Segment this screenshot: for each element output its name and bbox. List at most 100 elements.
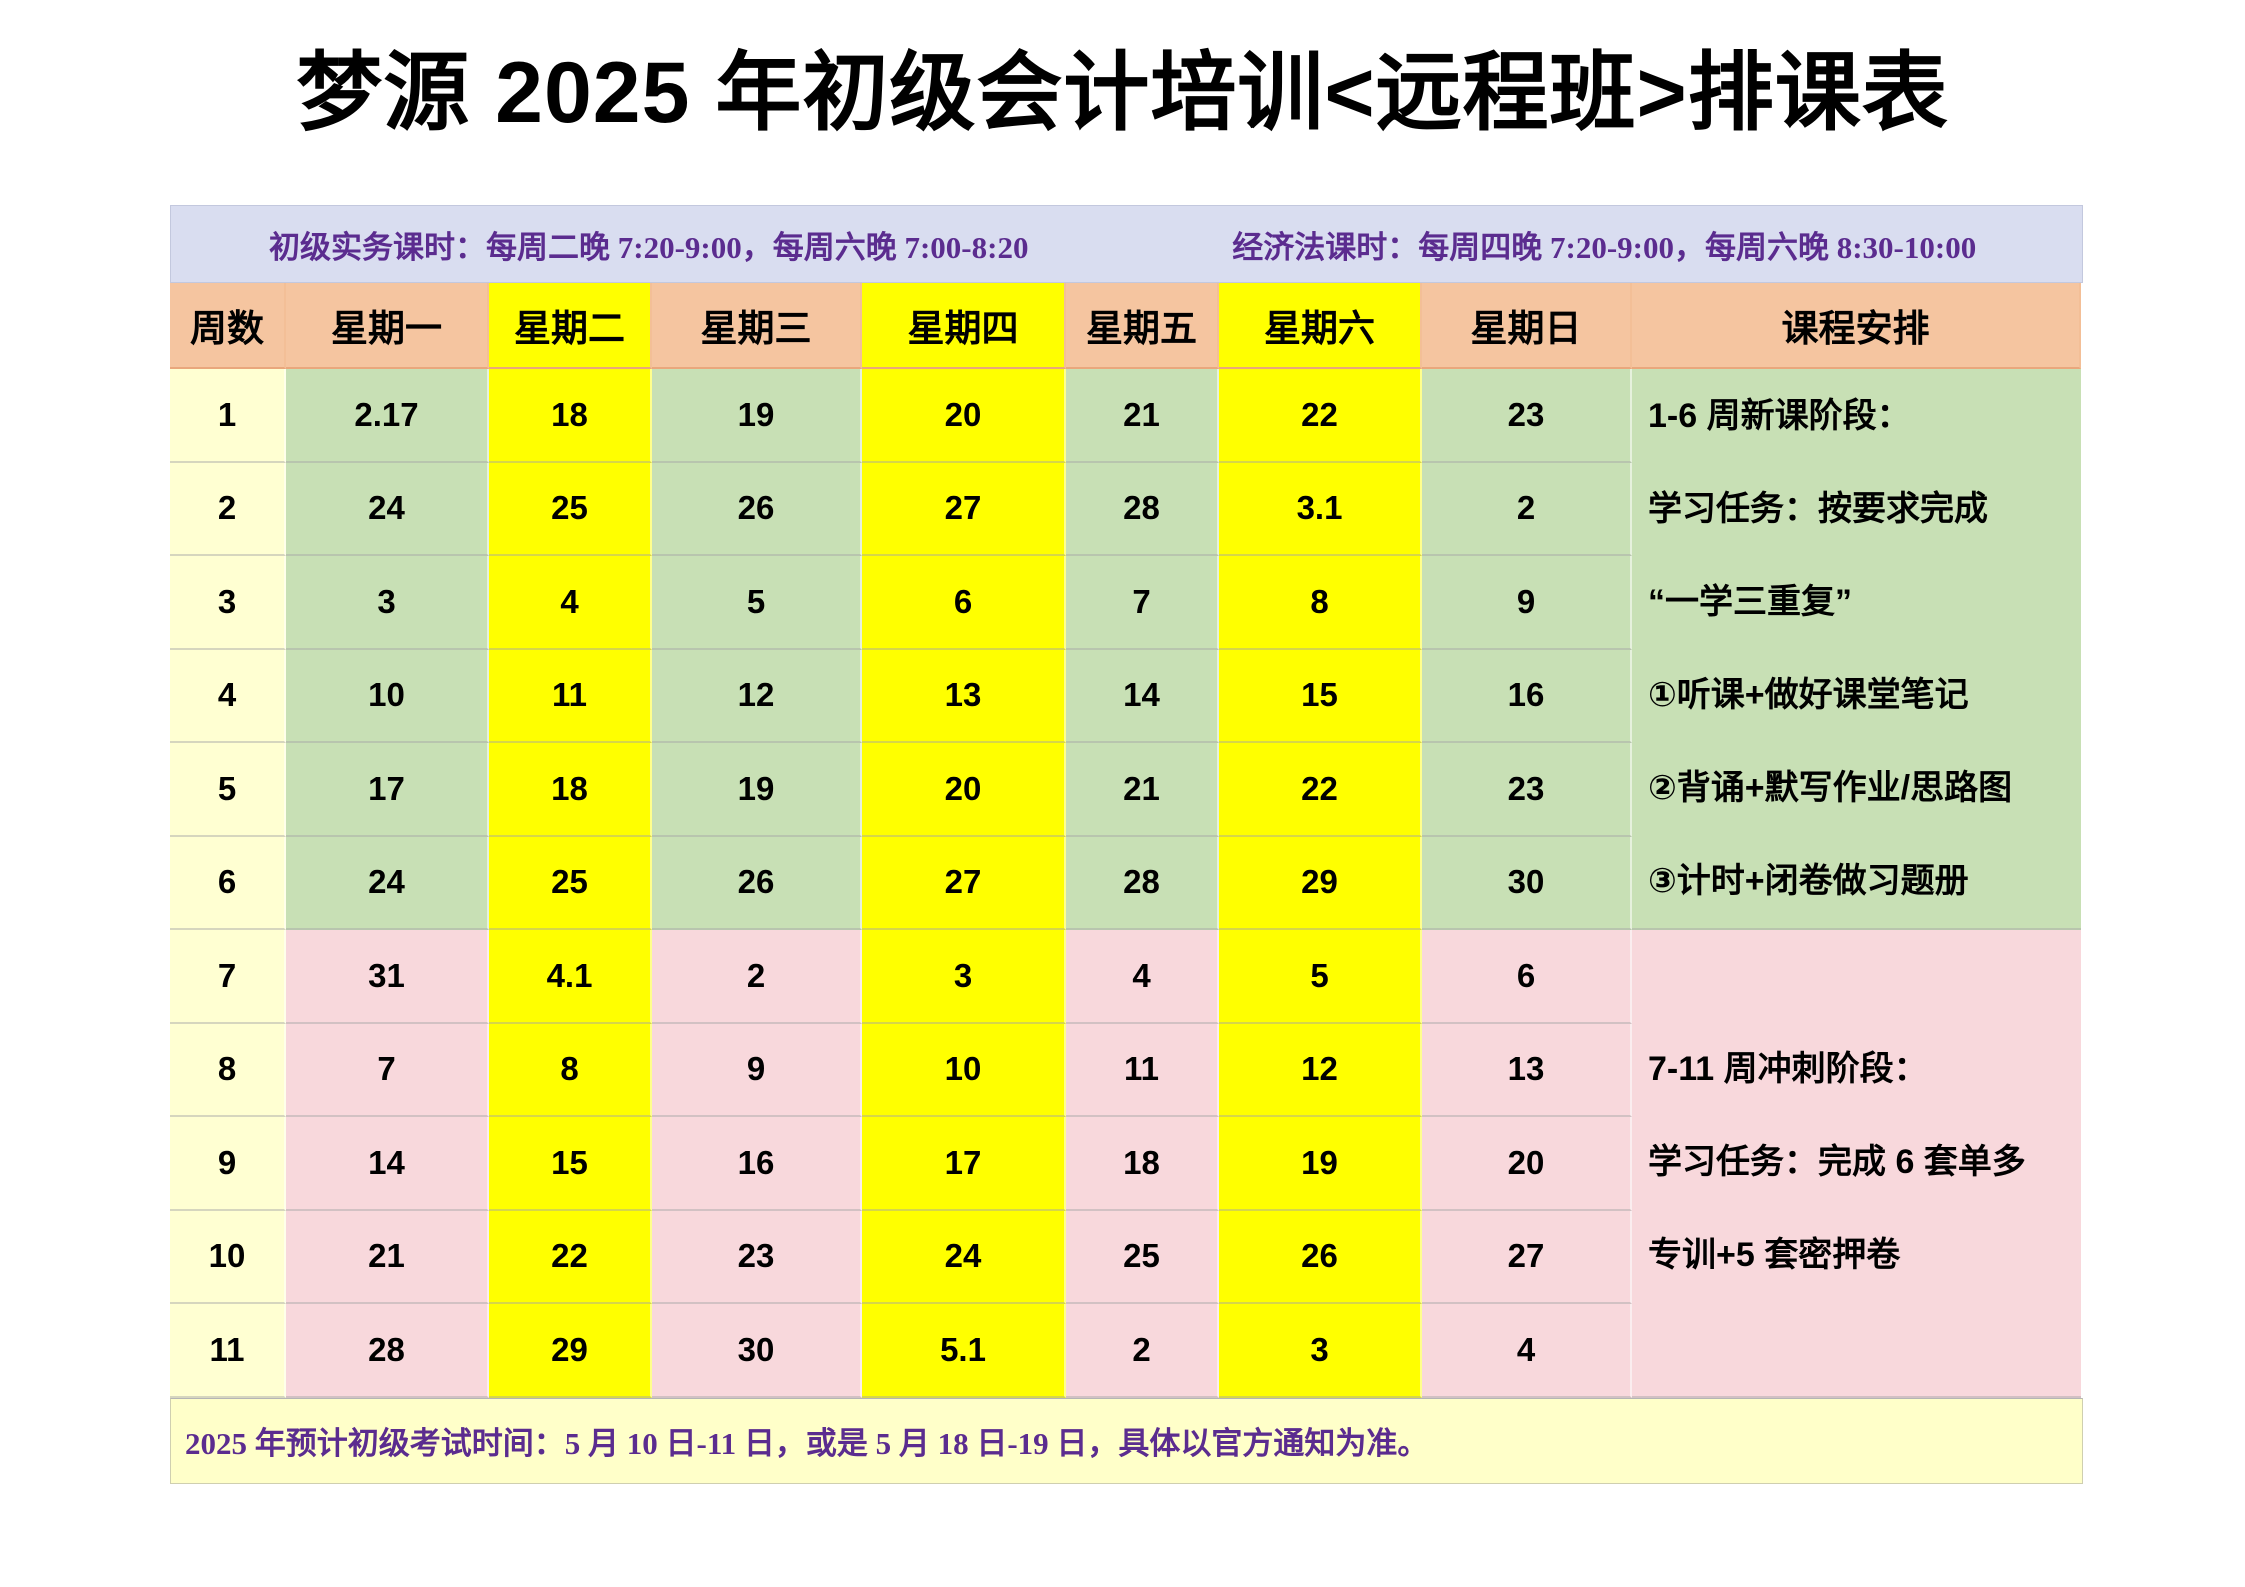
date-cell: 26 <box>652 462 862 556</box>
date-cell: 19 <box>1219 1117 1422 1211</box>
date-cell: 27 <box>862 462 1066 556</box>
date-cell: 21 <box>286 1210 489 1304</box>
date-cell: 26 <box>1219 1210 1422 1304</box>
date-cell: 19 <box>652 369 862 463</box>
week-number: 8 <box>170 1023 286 1117</box>
jingjifa-class-time: 经济法课时：每周四晚 7:20-9:00，每周六晚 8:30-10:00 <box>1232 229 1977 265</box>
week-number: 10 <box>170 1210 286 1304</box>
date-cell: 30 <box>652 1304 862 1398</box>
date-cell: 8 <box>1219 556 1422 650</box>
date-cell: 23 <box>1422 369 1632 463</box>
date-cell: 24 <box>862 1210 1066 1304</box>
date-cell: 28 <box>286 1304 489 1398</box>
date-cell: 15 <box>489 1117 652 1211</box>
phase-note-line: 1-6 周新课阶段： <box>1648 396 1911 435</box>
date-cell: 27 <box>1422 1210 1632 1304</box>
date-cell: 2 <box>1422 462 1632 556</box>
date-cell: 15 <box>1219 649 1422 743</box>
date-cell: 2.17 <box>286 369 489 463</box>
date-cell: 3 <box>1219 1304 1422 1398</box>
phase-note-line: ③计时+闭卷做习题册 <box>1648 861 1969 900</box>
date-cell: 2 <box>1066 1304 1219 1398</box>
column-header-2: 星期二 <box>489 283 652 369</box>
exam-date-note: 2025 年预计初级考试时间：5 月 10 日-11 日，或是 5 月 18 日… <box>170 1397 2083 1484</box>
date-cell: 24 <box>286 462 489 556</box>
date-cell: 16 <box>652 1117 862 1211</box>
date-cell: 25 <box>1066 1210 1219 1304</box>
week-number: 11 <box>170 1304 286 1398</box>
phase-note-line: 学习任务：按要求完成 <box>1648 489 1988 528</box>
schedule-table: 初级实务课时：每周二晚 7:20-9:00，每周六晚 7:00-8:20 经济法… <box>170 205 2083 1484</box>
week-number: 1 <box>170 369 286 463</box>
column-header-6: 星期六 <box>1219 283 1422 369</box>
week-number: 2 <box>170 462 286 556</box>
date-cell: 14 <box>286 1117 489 1211</box>
phase-note-line: ②背诵+默写作业/思路图 <box>1648 768 2013 807</box>
phase-note-line: 专训+5 套密押卷 <box>1648 1236 1901 1275</box>
column-header-5: 星期五 <box>1066 283 1219 369</box>
date-cell: 6 <box>1422 930 1632 1024</box>
shiwu-class-time: 初级实务课时：每周二晚 7:20-9:00，每周六晚 7:00-8:20 <box>269 229 1029 265</box>
date-cell: 5 <box>652 556 862 650</box>
phase-note-line: “一学三重复” <box>1648 582 1852 621</box>
column-header-7: 星期日 <box>1422 283 1632 369</box>
date-cell: 19 <box>652 743 862 837</box>
date-cell: 22 <box>1219 369 1422 463</box>
column-header-1: 星期一 <box>286 283 489 369</box>
date-cell: 30 <box>1422 836 1632 930</box>
date-cell: 25 <box>489 462 652 556</box>
phase-note-1-6: 1-6 周新课阶段： 学习任务：按要求完成 “一学三重复” ①听课+做好课堂笔记 ②背诵… <box>1632 369 2081 930</box>
phase-note-line: 学习任务：完成 6 套单多 <box>1648 1143 2026 1182</box>
date-cell: 4 <box>1066 930 1219 1024</box>
phase-note-7-11: 7-11 周冲刺阶段： 学习任务：完成 6 套单多 专训+5 套密押卷 <box>1632 930 2081 1398</box>
date-cell: 4.1 <box>489 930 652 1024</box>
date-cell: 29 <box>1219 836 1422 930</box>
date-cell: 20 <box>1422 1117 1632 1211</box>
date-cell: 4 <box>1422 1304 1632 1398</box>
date-cell: 2 <box>652 930 862 1024</box>
date-cell: 25 <box>489 836 652 930</box>
column-header-0: 周数 <box>170 283 286 369</box>
date-cell: 5.1 <box>862 1304 1066 1398</box>
date-cell: 31 <box>286 930 489 1024</box>
date-cell: 7 <box>286 1023 489 1117</box>
date-cell: 10 <box>862 1023 1066 1117</box>
column-header-8: 课程安排 <box>1632 283 2081 369</box>
week-number: 4 <box>170 649 286 743</box>
date-cell: 12 <box>652 649 862 743</box>
date-cell: 3.1 <box>1219 462 1422 556</box>
week-number: 5 <box>170 743 286 837</box>
date-cell: 16 <box>1422 649 1632 743</box>
date-cell: 14 <box>1066 649 1219 743</box>
date-cell: 18 <box>489 743 652 837</box>
date-cell: 18 <box>1066 1117 1219 1211</box>
date-cell: 28 <box>1066 836 1219 930</box>
date-cell: 17 <box>286 743 489 837</box>
date-cell: 3 <box>286 556 489 650</box>
date-cell: 28 <box>1066 462 1219 556</box>
phase-note-line: ①听课+做好课堂笔记 <box>1648 675 1969 714</box>
week-number: 9 <box>170 1117 286 1211</box>
date-cell: 11 <box>1066 1023 1219 1117</box>
date-cell: 13 <box>1422 1023 1632 1117</box>
date-cell: 9 <box>1422 556 1632 650</box>
date-cell: 8 <box>489 1023 652 1117</box>
date-cell: 4 <box>489 556 652 650</box>
date-cell: 26 <box>652 836 862 930</box>
date-cell: 22 <box>1219 743 1422 837</box>
date-cell: 7 <box>1066 556 1219 650</box>
week-number: 3 <box>170 556 286 650</box>
column-header-4: 星期四 <box>862 283 1066 369</box>
date-cell: 22 <box>489 1210 652 1304</box>
date-cell: 12 <box>1219 1023 1422 1117</box>
date-cell: 20 <box>862 369 1066 463</box>
date-cell: 20 <box>862 743 1066 837</box>
class-time-bar: 初级实务课时：每周二晚 7:20-9:00，每周六晚 7:00-8:20 经济法… <box>170 205 2083 283</box>
date-cell: 5 <box>1219 930 1422 1024</box>
date-cell: 9 <box>652 1023 862 1117</box>
date-cell: 27 <box>862 836 1066 930</box>
date-cell: 23 <box>652 1210 862 1304</box>
date-cell: 10 <box>286 649 489 743</box>
date-cell: 21 <box>1066 743 1219 837</box>
date-cell: 13 <box>862 649 1066 743</box>
